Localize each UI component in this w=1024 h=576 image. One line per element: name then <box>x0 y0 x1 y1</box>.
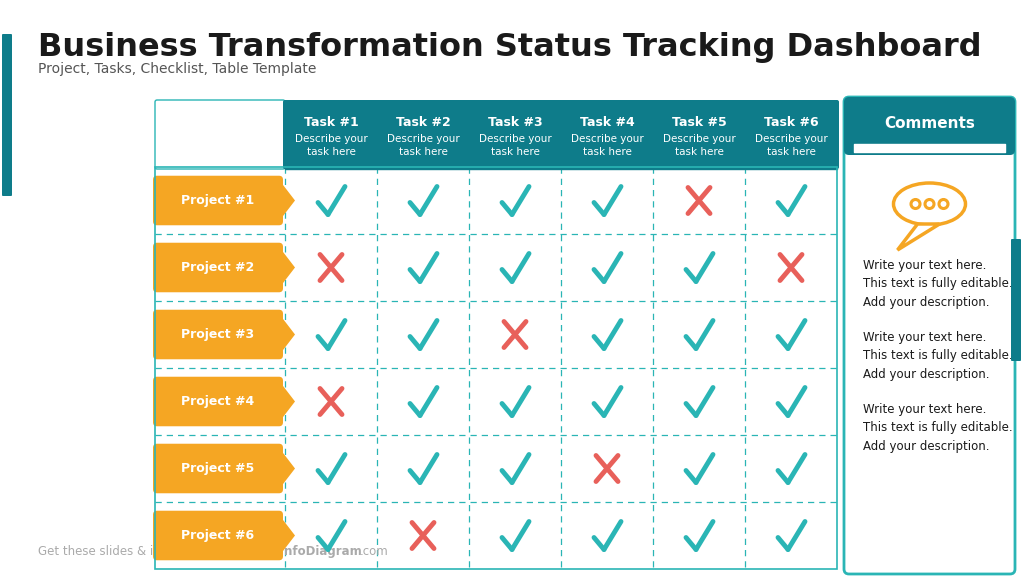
Text: Project #2: Project #2 <box>181 261 255 274</box>
FancyBboxPatch shape <box>2 34 12 196</box>
Polygon shape <box>279 314 295 355</box>
FancyBboxPatch shape <box>155 100 285 169</box>
Text: Get these slides & icons at www.: Get these slides & icons at www. <box>38 545 231 558</box>
Text: .com: .com <box>360 545 389 558</box>
Bar <box>155 167 837 569</box>
Text: Describe your
task here: Describe your task here <box>387 134 460 157</box>
Text: Business Transformation Status Tracking Dashboard: Business Transformation Status Tracking … <box>38 32 982 63</box>
Text: Project #4: Project #4 <box>181 395 255 408</box>
Text: Task #3: Task #3 <box>487 116 543 129</box>
Text: Write your text here.
This text is fully editable.
Add your description.: Write your text here. This text is fully… <box>863 403 1013 453</box>
Text: Describe your
task here: Describe your task here <box>478 134 551 157</box>
Text: Describe your
task here: Describe your task here <box>295 134 368 157</box>
Polygon shape <box>279 381 295 422</box>
FancyBboxPatch shape <box>153 377 283 426</box>
Text: Describe your
task here: Describe your task here <box>755 134 827 157</box>
Polygon shape <box>279 247 295 288</box>
Text: Task #5: Task #5 <box>672 116 726 129</box>
FancyBboxPatch shape <box>153 511 283 560</box>
Polygon shape <box>279 448 295 489</box>
FancyBboxPatch shape <box>844 97 1015 155</box>
FancyBboxPatch shape <box>153 444 283 493</box>
FancyBboxPatch shape <box>153 310 283 359</box>
Text: infoDiagram: infoDiagram <box>280 545 361 558</box>
Text: Task #4: Task #4 <box>580 116 635 129</box>
Text: Describe your
task here: Describe your task here <box>663 134 735 157</box>
FancyBboxPatch shape <box>153 176 283 225</box>
Text: Task #6: Task #6 <box>764 116 818 129</box>
FancyBboxPatch shape <box>153 242 283 292</box>
FancyBboxPatch shape <box>844 97 1015 574</box>
Text: Task #2: Task #2 <box>395 116 451 129</box>
Polygon shape <box>897 224 939 250</box>
Text: Describe your
task here: Describe your task here <box>570 134 643 157</box>
Text: Project #3: Project #3 <box>181 328 255 341</box>
Text: Project #1: Project #1 <box>181 194 255 207</box>
Text: Project #6: Project #6 <box>181 529 255 542</box>
Text: Write your text here.
This text is fully editable.
Add your description.: Write your text here. This text is fully… <box>863 259 1013 309</box>
Text: Task #1: Task #1 <box>304 116 358 129</box>
Polygon shape <box>279 180 295 221</box>
Text: Write your text here.
This text is fully editable.
Add your description.: Write your text here. This text is fully… <box>863 331 1013 381</box>
FancyBboxPatch shape <box>1011 239 1021 361</box>
Polygon shape <box>279 515 295 556</box>
Text: Comments: Comments <box>884 116 975 131</box>
Text: Project #5: Project #5 <box>181 462 255 475</box>
Text: Project, Tasks, Checklist, Table Template: Project, Tasks, Checklist, Table Templat… <box>38 62 316 76</box>
FancyBboxPatch shape <box>283 100 839 169</box>
